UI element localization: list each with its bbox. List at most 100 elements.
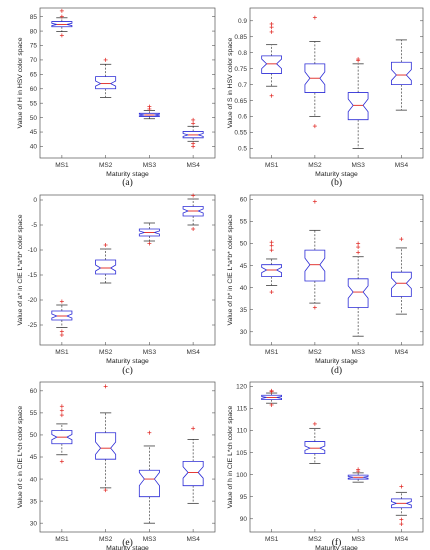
y-tick-label: 50: [240, 241, 248, 248]
panel-label: (f): [332, 537, 342, 548]
y-tick-label: -25: [28, 322, 38, 329]
chart-panel-4: 30 35 40 45 50 55 60 MS1 MS2 MS3 MS4 Maturity stage…: [227, 194, 424, 376]
box-body: [391, 61, 412, 85]
y-tick-label: 85: [30, 14, 38, 21]
outlier-point: [191, 141, 196, 146]
y-tick-label: -10: [28, 247, 38, 254]
y-tick-label: 0.6: [238, 114, 247, 121]
outlier-point: [147, 104, 152, 109]
x-tick-label: MS4: [395, 349, 409, 356]
box-MS4: [182, 426, 204, 504]
outlier-point: [59, 8, 64, 13]
box-body: [347, 278, 369, 308]
outlier-point: [356, 467, 361, 472]
outlier-point: [147, 241, 152, 246]
y-tick-label: -20: [28, 297, 38, 304]
x-tick-label: MS1: [265, 536, 279, 543]
y-tick-label: 0: [33, 197, 37, 204]
x-axis-label: Maturity stage: [315, 358, 358, 365]
outlier-point: [356, 241, 361, 246]
box-body: [138, 112, 160, 117]
outlier-point: [269, 93, 274, 98]
y-tick-label: 70: [30, 57, 38, 64]
outlier-point: [269, 240, 274, 245]
outlier-point: [191, 227, 196, 231]
outlier-point: [59, 333, 64, 337]
panel-label: (c): [122, 365, 133, 376]
box-body: [261, 55, 282, 74]
box-body: [51, 21, 73, 28]
outlier-point: [399, 237, 404, 242]
x-tick-label: MS3: [351, 536, 365, 543]
x-tick-label: MS4: [186, 536, 200, 543]
box-MS4: [391, 39, 412, 111]
x-tick-label: MS2: [99, 536, 113, 543]
outlier-point: [191, 117, 196, 122]
outlier-point: [59, 459, 64, 464]
outlier-point: [356, 57, 361, 62]
x-tick-label: MS4: [395, 536, 409, 543]
box-MS4: [391, 237, 412, 315]
x-axis-label: Maturity stage: [315, 545, 358, 550]
box-MS3: [347, 241, 369, 337]
y-tick-label: 120: [236, 384, 247, 391]
y-tick-label: 90: [240, 516, 248, 523]
plot-frame: [39, 194, 216, 346]
box-body: [391, 271, 412, 297]
y-tick-label: 95: [240, 494, 248, 501]
box-MS1: [261, 240, 282, 295]
box-body: [261, 264, 282, 278]
plot-frame: [249, 194, 424, 346]
x-tick-label: MS2: [308, 349, 322, 356]
y-axis-label: Value of S in HSV color space: [227, 38, 234, 129]
outlier-point: [191, 426, 196, 431]
y-tick-label: 65: [30, 72, 38, 79]
y-axis-label: Value of h in CIE L*ch color space: [227, 405, 234, 508]
y-tick-label: 0.75: [234, 66, 247, 73]
y-axis-label: Value of c in CIE L*ch color space: [17, 406, 24, 508]
y-tick-label: 45: [30, 129, 38, 136]
box-body: [182, 131, 204, 139]
x-tick-label: MS1: [265, 349, 279, 356]
outlier-point: [356, 250, 361, 255]
x-axis-label: Maturity stage: [315, 171, 358, 178]
box-body: [95, 259, 117, 275]
box-body: [304, 63, 326, 93]
y-tick-label: 0.5: [238, 146, 247, 153]
y-axis-label: Value of H in HSV color space: [17, 37, 24, 128]
box-body: [391, 498, 412, 509]
y-tick-label: 60: [240, 197, 248, 204]
chart-panel-2: 0.5 0.55 0.6 0.65 0.7 0.75 0.8 0.85 0.9 MS1 MS2 MS3…: [227, 7, 424, 188]
x-tick-label: MS3: [143, 162, 157, 169]
outlier-point: [191, 193, 196, 198]
outlier-point: [312, 421, 317, 426]
x-tick-label: MS1: [55, 162, 69, 169]
outlier-point: [103, 384, 108, 389]
y-axis-label: Value of a* in CIE L*a*b* color space: [17, 214, 24, 325]
outlier-point: [399, 522, 404, 527]
box-MS2: [304, 421, 326, 464]
box-MS1: [51, 299, 73, 337]
x-axis-label: Maturity stage: [106, 171, 149, 178]
box-body: [261, 394, 282, 401]
x-tick-label: MS4: [186, 349, 200, 356]
chart-panel-6: 90 95 100 105 110 115 120 MS1 MS2 MS3 MS4 Maturity …: [227, 381, 424, 550]
box-MS2: [95, 243, 117, 284]
panel-label: (e): [122, 537, 133, 548]
outlier-point: [59, 404, 64, 409]
box-MS3: [138, 222, 160, 246]
plot-frame: [249, 7, 424, 159]
chart-panel-5: 30 35 40 45 50 55 60 MS1 MS2 MS3 MS4 Maturity stage…: [17, 381, 216, 550]
box-MS2: [95, 57, 117, 98]
y-tick-label: 80: [30, 28, 38, 35]
outlier-point: [103, 243, 108, 247]
box-MS2: [304, 15, 326, 129]
plot-frame: [39, 381, 216, 533]
outlier-point: [59, 329, 64, 334]
x-tick-label: MS4: [395, 162, 409, 169]
y-tick-label: 60: [30, 388, 38, 395]
y-tick-label: 110: [237, 428, 248, 435]
x-tick-label: MS1: [55, 349, 69, 356]
box-body: [347, 92, 369, 121]
